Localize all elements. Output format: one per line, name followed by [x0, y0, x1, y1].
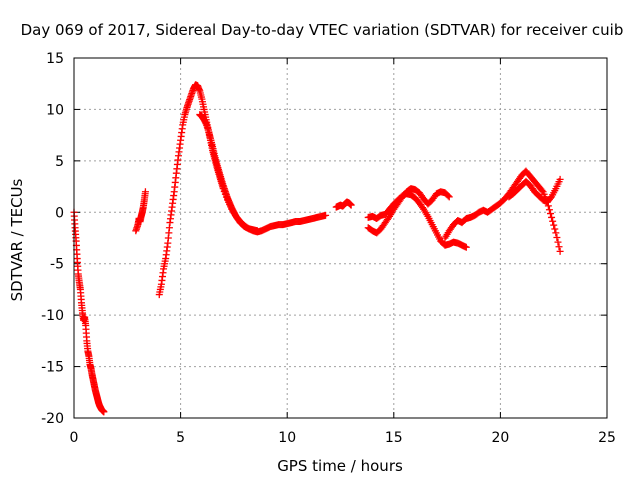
y-tick-label: 15 — [46, 51, 64, 67]
series-arc-4 — [332, 198, 355, 211]
data-point — [444, 192, 452, 200]
series-arc-1 — [70, 208, 108, 416]
data-point — [547, 210, 555, 218]
data-point — [549, 217, 557, 225]
data-point — [322, 211, 330, 219]
x-tick-label: 0 — [70, 430, 79, 446]
series-arc-3 — [155, 81, 330, 299]
y-tick-label: 5 — [55, 154, 64, 170]
x-tick-label: 5 — [176, 430, 185, 446]
data-point — [100, 408, 108, 416]
x-tick-label: 10 — [278, 430, 296, 446]
series-arc-2 — [132, 188, 149, 235]
chart-title: Day 069 of 2017, Sidereal Day-to-day VTE… — [21, 21, 624, 39]
data-point — [552, 229, 560, 237]
series-arc-3b — [196, 111, 261, 235]
data-point — [556, 247, 564, 255]
data-point — [253, 227, 261, 235]
data-point — [556, 175, 564, 183]
series-arc-5b — [364, 185, 453, 237]
y-tick-label: -20 — [41, 411, 64, 427]
y-tick-label: -10 — [41, 308, 64, 324]
x-tick-label: 20 — [491, 430, 509, 446]
x-axis-label: GPS time / hours — [277, 457, 403, 475]
data-point — [553, 233, 561, 241]
data-point — [141, 188, 149, 196]
y-tick-label: -15 — [41, 360, 64, 376]
plot-frame — [73, 57, 608, 419]
data-point — [555, 243, 563, 251]
grid — [74, 58, 607, 418]
data-point — [445, 193, 453, 201]
data-point — [551, 225, 559, 233]
y-axis-label: SDTVAR / TECUs — [8, 178, 26, 301]
data-point — [554, 238, 562, 246]
y-tick-label: 10 — [46, 102, 64, 118]
data-points — [70, 81, 564, 416]
y-tick-label: 0 — [55, 205, 64, 221]
x-tick-label: 15 — [385, 430, 403, 446]
data-point — [545, 206, 553, 214]
data-point — [462, 243, 470, 251]
data-point — [347, 201, 355, 209]
data-point — [538, 186, 546, 194]
series-arc-5d — [505, 175, 564, 206]
data-point — [550, 221, 558, 229]
series-arc-5c — [441, 167, 564, 255]
x-tick-label: 25 — [598, 430, 616, 446]
data-point — [548, 213, 556, 221]
y-tick-label: -5 — [50, 257, 64, 273]
axis-ticks: 0 5 10 15 20 25 -20 -15 -10 -5 0 5 10 15 — [41, 51, 616, 446]
